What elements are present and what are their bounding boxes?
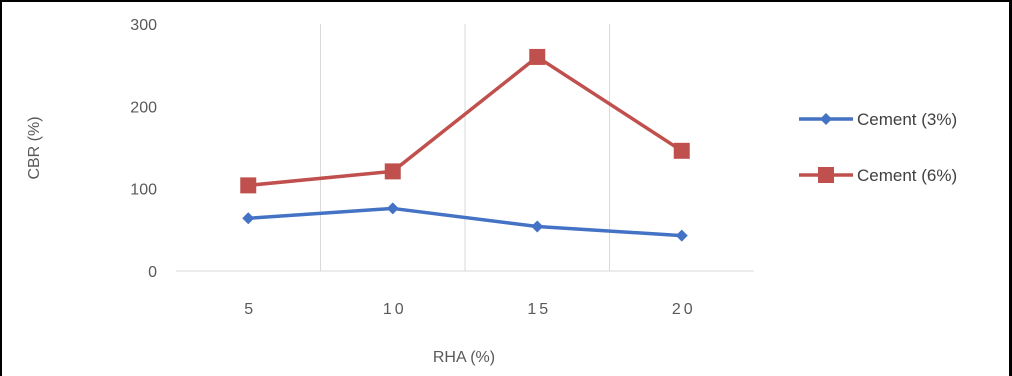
series-group bbox=[240, 48, 690, 242]
y-tick-label: 0 bbox=[148, 264, 157, 281]
data-point-series-1 bbox=[675, 229, 688, 242]
data-point-series-2 bbox=[673, 142, 690, 159]
legend-label-1: Cement (3%) bbox=[857, 110, 957, 129]
y-tick-label: 200 bbox=[130, 99, 157, 116]
data-point-series-1 bbox=[242, 212, 255, 225]
x-tick-label: 15 bbox=[527, 301, 551, 318]
y-tick-label: 100 bbox=[130, 182, 157, 199]
x-tick-labels: 5 10 15 20 bbox=[244, 301, 696, 318]
x-tick-label: 5 bbox=[244, 301, 256, 318]
data-point-series-2 bbox=[384, 163, 401, 180]
x-tick-label: 10 bbox=[383, 301, 407, 318]
legend-marker-1 bbox=[820, 113, 832, 125]
data-point-series-1 bbox=[531, 220, 544, 233]
y-axis-title: CBR (%) bbox=[26, 116, 43, 179]
series-line-1 bbox=[248, 206, 682, 238]
legend-label-2: Cement (6%) bbox=[857, 166, 957, 185]
legend-marker-2 bbox=[818, 167, 834, 183]
legend: Cement (3%) Cement (6%) bbox=[799, 110, 957, 185]
x-axis-title: RHA (%) bbox=[433, 349, 495, 366]
data-point-series-2 bbox=[240, 177, 257, 194]
y-tick-labels: 0 100 200 300 bbox=[130, 17, 157, 281]
data-point-series-2 bbox=[529, 48, 546, 65]
gridlines bbox=[320, 24, 610, 271]
series-line-2 bbox=[248, 55, 683, 188]
data-point-series-1 bbox=[386, 202, 399, 215]
x-tick-label: 20 bbox=[672, 301, 696, 318]
y-tick-label: 300 bbox=[130, 17, 157, 34]
